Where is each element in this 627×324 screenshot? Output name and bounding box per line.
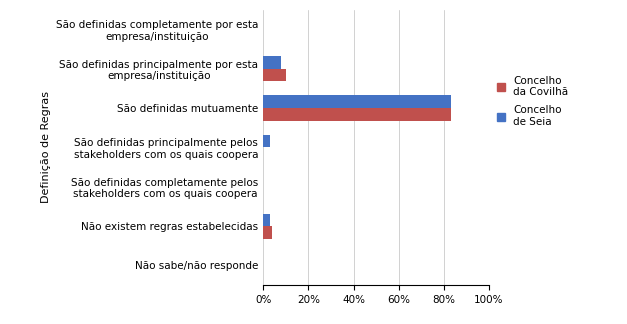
- Bar: [263, 135, 270, 147]
- Bar: [263, 108, 451, 121]
- Bar: [263, 226, 272, 239]
- Bar: [263, 96, 451, 108]
- Y-axis label: Definição de Regras: Definição de Regras: [41, 91, 51, 203]
- Legend: Concelho
da Covilhã, Concelho
de Seia: Concelho da Covilhã, Concelho de Seia: [497, 75, 568, 127]
- Bar: [263, 69, 286, 81]
- Bar: [263, 214, 270, 226]
- Bar: [263, 56, 282, 69]
